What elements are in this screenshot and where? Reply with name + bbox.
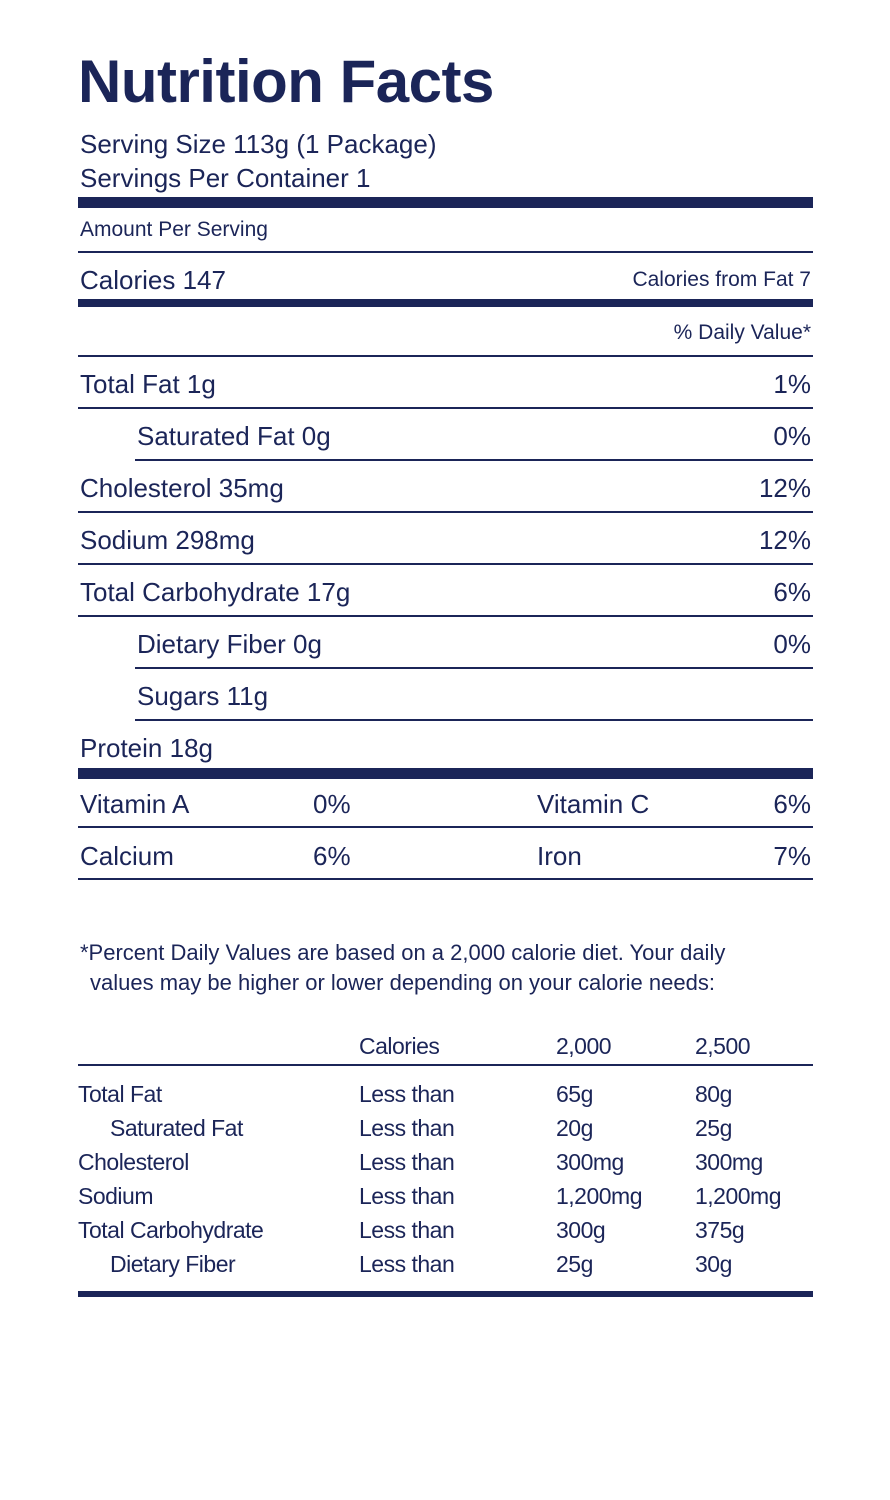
ref-header: 2,500: [695, 1033, 751, 1059]
nutrient-row-saturated-fat: Saturated Fat 0g 0%: [135, 416, 813, 456]
divider: [78, 563, 813, 565]
ref-nutrient: Total Fat: [78, 1081, 162, 1107]
divider: [78, 251, 813, 253]
ref-qualifier: Less than: [359, 1217, 455, 1243]
nutrient-label: Protein 18g: [80, 733, 213, 763]
vitamin-value: 7%: [773, 841, 811, 871]
vitamin-value: 0%: [313, 789, 351, 819]
nutrient-label: Total Fat 1g: [80, 369, 216, 399]
thick-divider: [78, 768, 813, 779]
divider: [78, 878, 813, 880]
amount-per-serving: Amount Per Serving: [78, 210, 813, 250]
divider: [78, 407, 813, 409]
nutrient-label: Sugars 11g: [137, 681, 269, 711]
ref-qualifier: Less than: [359, 1149, 455, 1175]
ref-value-2500: 300mg: [695, 1149, 763, 1175]
nutrient-dv: [811, 676, 813, 716]
ref-value-2500: 25g: [695, 1115, 732, 1141]
nutrient-label: Total Carbohydrate 17g: [80, 577, 351, 607]
nutrient-row-dietary-fiber: Dietary Fiber 0g 0%: [135, 624, 813, 664]
ref-value-2500: 30g: [695, 1251, 732, 1277]
ref-value-2000: 300g: [556, 1217, 606, 1243]
ref-nutrient: Cholesterol: [78, 1149, 189, 1175]
serving-size: Serving Size 113g (1 Package): [80, 129, 437, 159]
divider: [78, 826, 813, 828]
nutrient-row-cholesterol: Cholesterol 35mg 12%: [78, 468, 813, 508]
ref-qualifier: Less than: [359, 1251, 455, 1277]
divider: [78, 615, 813, 617]
nutrient-dv: 6%: [773, 577, 811, 607]
nutrient-label: Sodium 298mg: [80, 525, 255, 555]
footnote: *Percent Daily Values are based on a 2,0…: [80, 938, 810, 998]
nutrient-dv: 12%: [758, 473, 811, 503]
ref-nutrient: Dietary Fiber: [110, 1251, 236, 1277]
servings-per-container: Servings Per Container 1: [80, 163, 371, 193]
ref-nutrient: Saturated Fat: [110, 1115, 243, 1141]
ref-nutrient: Sodium: [78, 1183, 153, 1209]
ref-nutrient: Total Carbohydrate: [78, 1217, 264, 1243]
bottom-border: [78, 1291, 813, 1297]
nutrient-label: Cholesterol 35mg: [80, 473, 284, 503]
divider: [135, 719, 813, 721]
ref-value-2000: 300mg: [556, 1149, 624, 1175]
ref-value-2000: 65g: [556, 1081, 593, 1107]
ref-value-2500: 375g: [695, 1217, 745, 1243]
footnote-line: *Percent Daily Values are based on a 2,0…: [80, 940, 726, 965]
nutrient-dv: 12%: [758, 525, 811, 555]
divider: [78, 511, 813, 513]
nutrient-dv: 0%: [773, 421, 811, 451]
nutrient-row-total-fat: Total Fat 1g 1%: [78, 364, 813, 404]
amount-per-serving-text: Amount Per Serving: [80, 218, 268, 241]
nutrient-dv: 1%: [773, 369, 811, 399]
ref-value-2000: 25g: [556, 1251, 593, 1277]
ref-qualifier: Less than: [359, 1115, 455, 1141]
divider: [135, 459, 813, 461]
label-title: Nutrition Facts: [78, 48, 494, 115]
nutrient-row-sugars: Sugars 11g: [135, 676, 813, 716]
medium-divider: [78, 299, 813, 307]
nutrient-label: Dietary Fiber 0g: [137, 629, 322, 659]
ref-header: Calories: [359, 1033, 440, 1059]
vitamin-name: Calcium: [80, 841, 174, 871]
vitamin-value: 6%: [773, 789, 811, 819]
ref-value-2000: 1,200mg: [556, 1183, 643, 1209]
nutrient-row-protein: Protein 18g: [78, 728, 813, 768]
calories-from-fat: Calories from Fat 7: [632, 268, 811, 291]
ref-header: 2,000: [556, 1033, 612, 1059]
ref-value-2500: 1,200mg: [695, 1183, 782, 1209]
vitamin-value: 6%: [313, 841, 351, 871]
thick-divider: [78, 197, 813, 208]
nutrient-dv: 0%: [773, 629, 811, 659]
divider: [135, 667, 813, 669]
ref-qualifier: Less than: [359, 1081, 455, 1107]
vitamin-name: Iron: [537, 841, 582, 871]
calories-row: Calories 147 Calories from Fat 7: [78, 260, 813, 300]
footnote-line: values may be higher or lower depending …: [90, 970, 715, 995]
ref-value-2000: 20g: [556, 1115, 593, 1141]
divider: [78, 1064, 813, 1066]
nutrient-label: Saturated Fat 0g: [137, 421, 331, 451]
nutrient-row-sodium: Sodium 298mg 12%: [78, 520, 813, 560]
divider: [78, 355, 813, 357]
ref-value-2500: 80g: [695, 1081, 732, 1107]
ref-qualifier: Less than: [359, 1183, 455, 1209]
nutrient-row-total-carbohydrate: Total Carbohydrate 17g 6%: [78, 572, 813, 612]
vitamin-name: Vitamin A: [80, 789, 190, 819]
calories-text: Calories 147: [80, 265, 226, 295]
vitamin-name: Vitamin C: [537, 789, 650, 819]
daily-value-header: % Daily Value*: [673, 321, 811, 344]
daily-value-header-row: % Daily Value*: [78, 313, 813, 353]
nutrient-dv: [811, 728, 813, 768]
nutrition-label: Nutrition Facts Serving Size 113g (1 Pac…: [78, 0, 813, 1500]
